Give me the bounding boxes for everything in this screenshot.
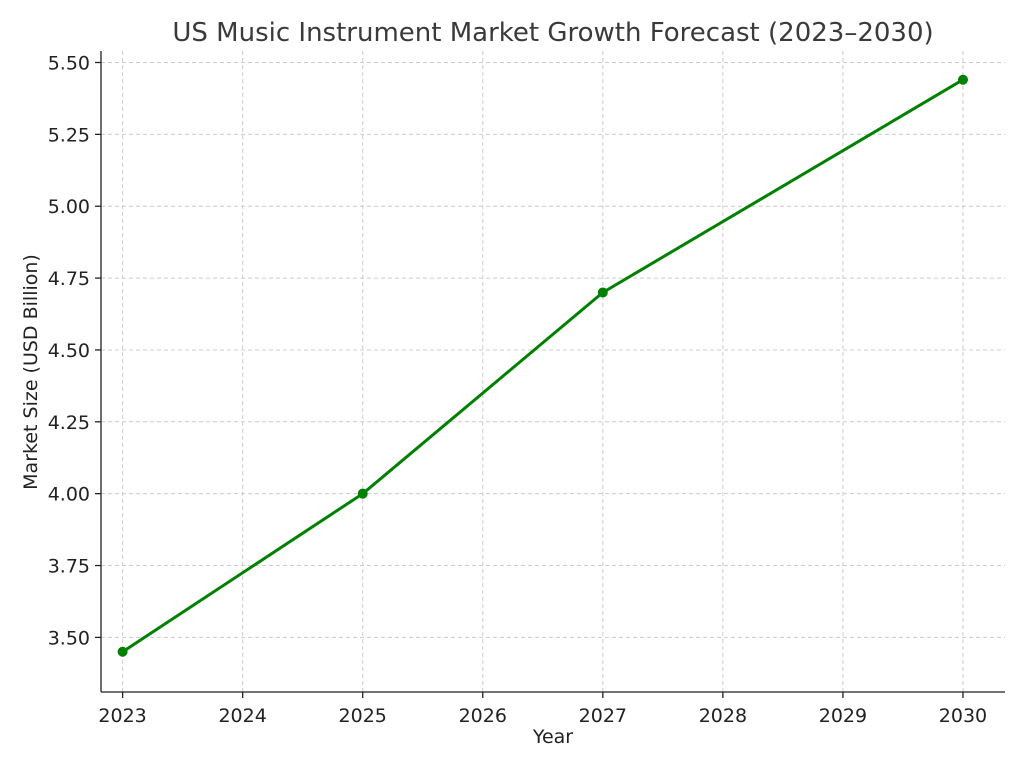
data-point [117, 646, 128, 657]
x-tick-label: 2027 [579, 705, 627, 727]
y-tick-label: 4.25 [48, 412, 90, 434]
x-ticks: 2023 2024 2025 2026 2027 2028 2029 2030 [98, 692, 987, 727]
data-point [357, 488, 368, 499]
x-tick-label: 2029 [819, 705, 867, 727]
x-tick-label: 2026 [459, 705, 507, 727]
x-tick-label: 2024 [218, 705, 266, 727]
y-tick-label: 4.75 [48, 268, 90, 290]
y-tick-label: 5.25 [48, 124, 90, 146]
y-ticks: 3.50 3.75 4.00 4.25 4.50 4.75 5.00 5.25 5.50 [48, 52, 101, 649]
data-point [597, 287, 608, 298]
data-point [957, 74, 968, 85]
y-tick-label: 3.50 [48, 627, 90, 649]
gridlines [101, 51, 1005, 692]
y-tick-label: 4.00 [48, 484, 90, 506]
series [117, 74, 968, 657]
x-tick-label: 2023 [98, 705, 146, 727]
x-axis-label: Year [532, 726, 573, 748]
y-tick-label: 3.75 [48, 556, 90, 578]
axes [100, 51, 1005, 693]
x-tick-label: 2028 [699, 705, 747, 727]
y-tick-label: 4.50 [48, 340, 90, 362]
x-tick-label: 2025 [339, 705, 387, 727]
series-line [121, 78, 965, 654]
y-tick-label: 5.50 [48, 52, 90, 74]
y-tick-label: 5.00 [48, 196, 90, 218]
x-tick-label: 2030 [939, 705, 987, 727]
chart-title: US Music Instrument Market Growth Foreca… [172, 18, 933, 48]
y-axis-label: Market Size (USD Billion) [20, 254, 42, 490]
